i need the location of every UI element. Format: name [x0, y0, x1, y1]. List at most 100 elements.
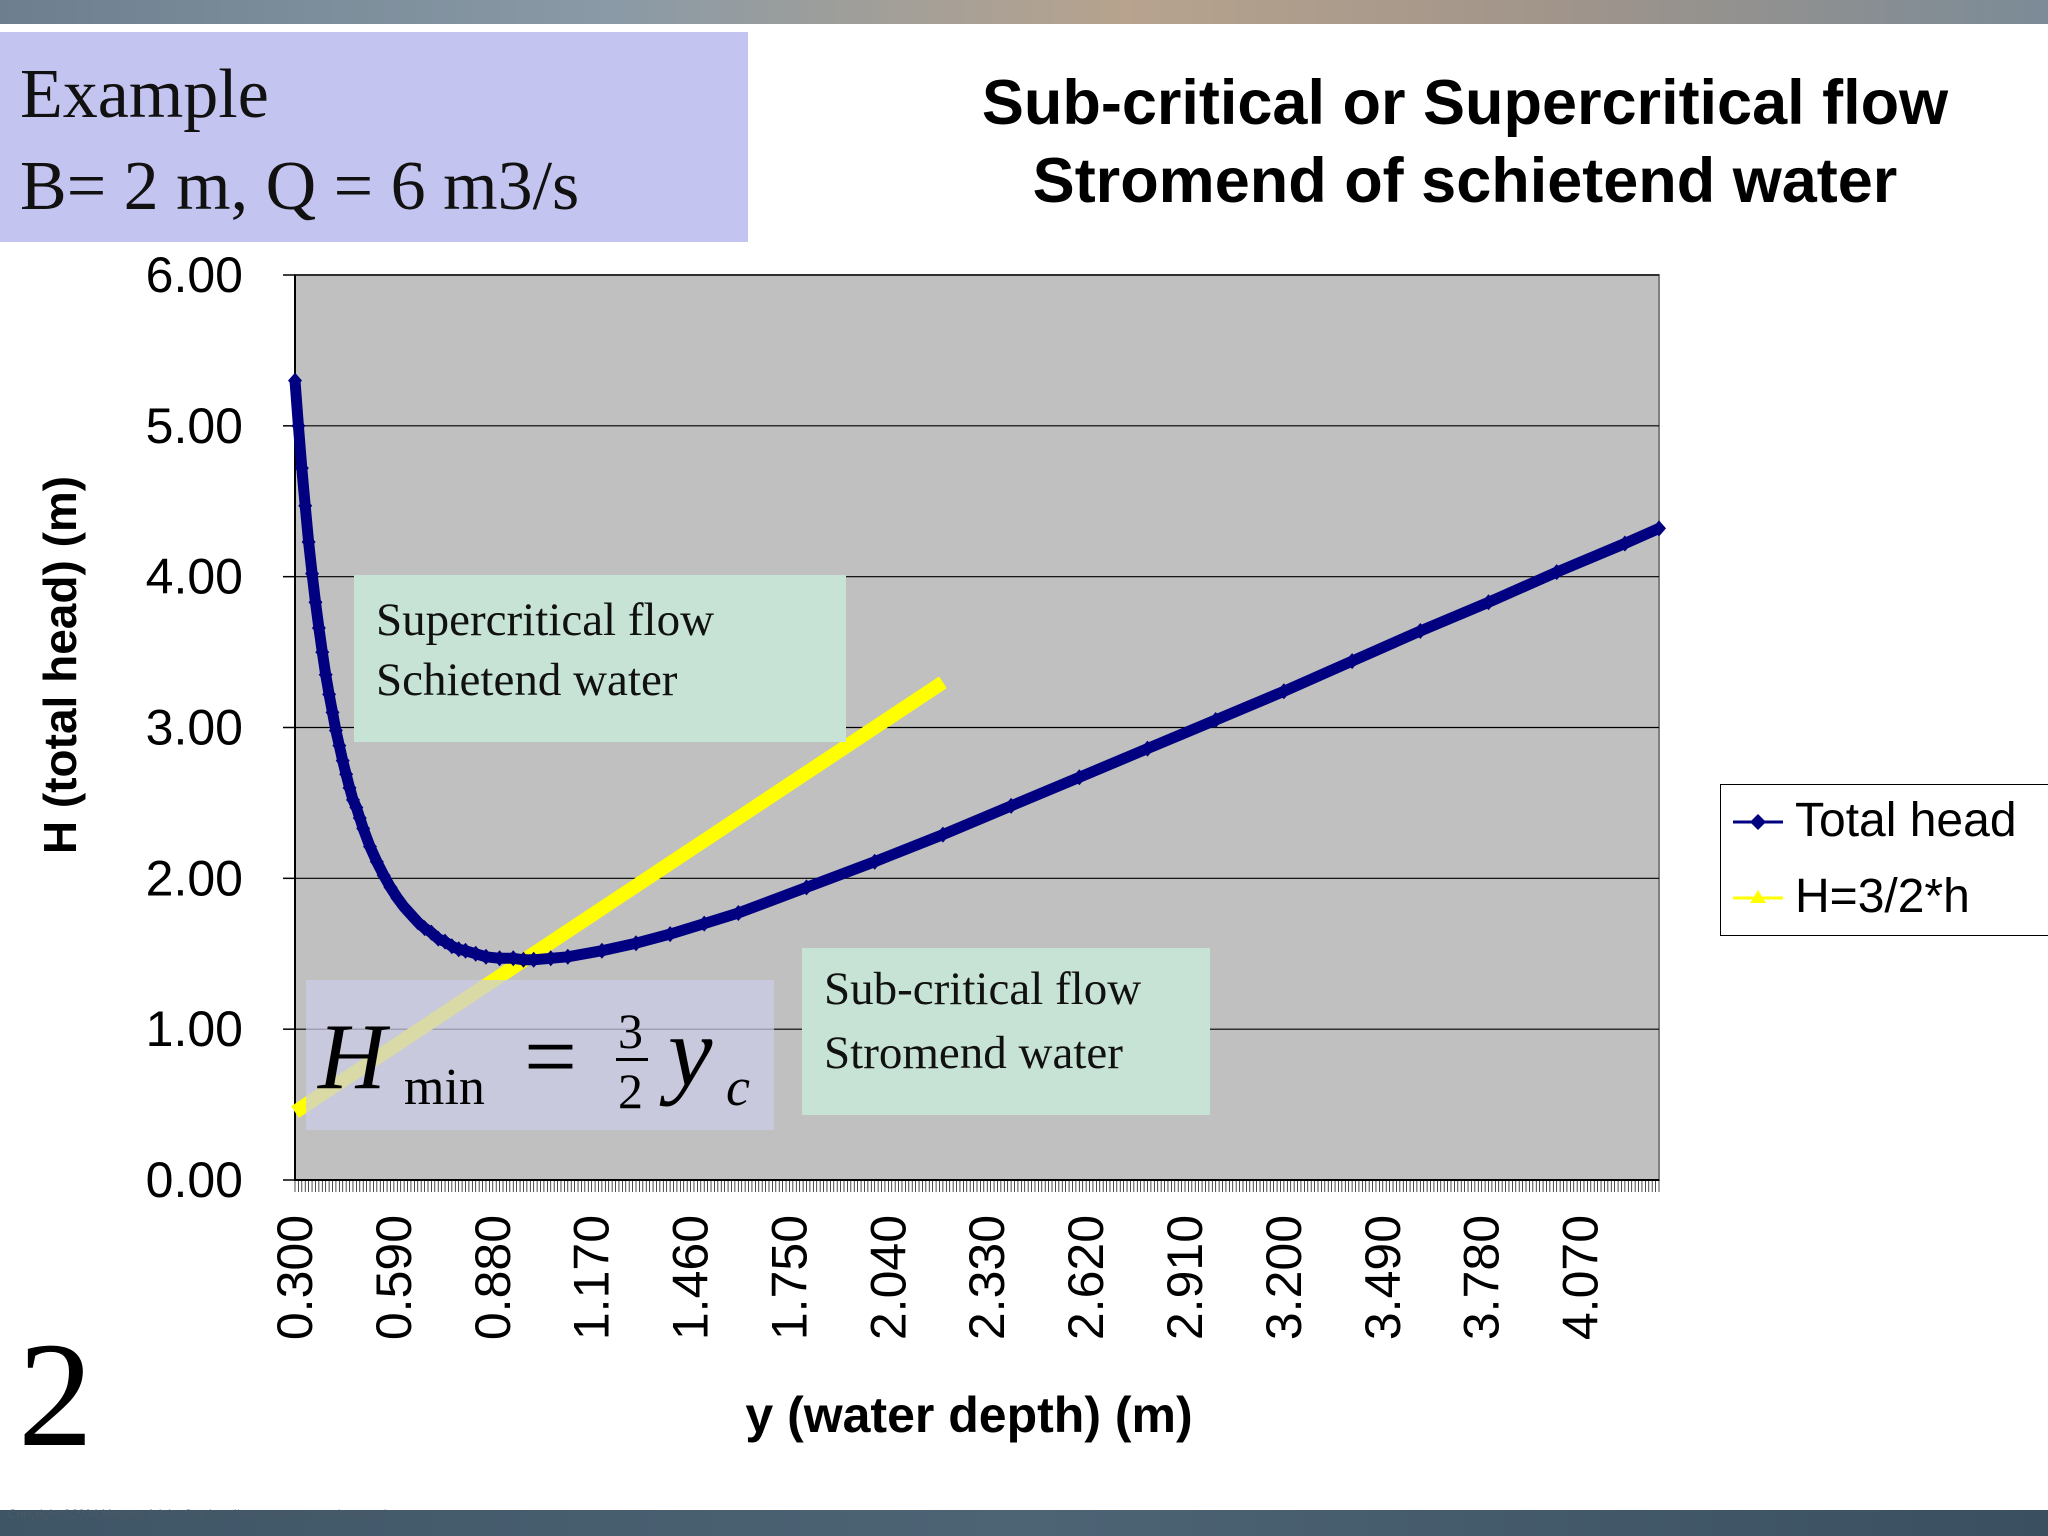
total-head-point — [322, 686, 337, 703]
x-tick-label: 3.780 — [1454, 1215, 1510, 1340]
total-head-point — [629, 935, 643, 952]
x-tick-label: 2.330 — [959, 1215, 1015, 1340]
total-head-point — [311, 619, 326, 636]
total-head-point — [332, 737, 347, 754]
total-head-point — [390, 889, 405, 906]
slide-number: 2 — [18, 1312, 93, 1478]
total-head-point — [325, 704, 340, 721]
copyright-notice: Copyright ©2004 Mayang Adnin. See http:/… — [8, 1507, 386, 1521]
supercritical-annotation: Supercritical flow Schietend water — [354, 575, 846, 742]
x-tick-label: 4.070 — [1553, 1215, 1609, 1340]
total-head-point — [663, 926, 678, 943]
total-head-point — [1549, 564, 1564, 581]
total-head-point — [468, 945, 483, 962]
subcritical-label: Sub-critical flow — [824, 963, 1142, 1015]
chart-legend: Total head H=3/2*h — [1720, 784, 2048, 936]
bottom-texture-strip — [0, 1510, 2048, 1536]
total-head-point — [335, 752, 350, 769]
formula-numerator: 3 — [618, 1003, 643, 1059]
legend-hmin-label: H=3/2*h — [1795, 870, 1970, 923]
total-head-point — [328, 722, 343, 739]
legend-markers — [1733, 814, 1783, 903]
total-head-point — [1072, 769, 1087, 786]
y-tick-label: 6.00 — [146, 247, 243, 303]
total-head-point — [288, 372, 302, 389]
total-head-point — [356, 820, 371, 837]
slide-title-line2: Stromend of schietend water — [1032, 146, 1898, 216]
x-tick-label: 3.200 — [1256, 1215, 1312, 1340]
total-head-point — [308, 594, 323, 611]
slide-title-line1: Sub-critical or Supercritical flow — [981, 68, 1949, 138]
y-tick-label: 1.00 — [146, 1001, 243, 1057]
x-tick-label: 0.590 — [366, 1215, 422, 1340]
x-tick-label: 3.490 — [1355, 1215, 1411, 1340]
total-head-point — [369, 853, 384, 870]
total-head-point — [363, 838, 378, 855]
total-head-point — [376, 867, 391, 884]
total-head-point — [594, 942, 609, 959]
total-head-point — [731, 905, 746, 922]
total-head-point — [506, 950, 521, 967]
total-head-point — [339, 766, 354, 783]
total-head-point — [291, 417, 306, 434]
total-head-point — [1617, 535, 1632, 552]
formula-denominator: 2 — [618, 1063, 643, 1119]
y-tick-label: 0.00 — [146, 1152, 243, 1208]
total-head-point — [867, 853, 882, 870]
legend-hmin-marker — [1750, 890, 1766, 903]
total-head-point — [697, 915, 712, 932]
y-tick-label: 5.00 — [146, 398, 243, 454]
total-head-point — [315, 644, 330, 661]
total-head-point — [301, 533, 316, 550]
total-head-point — [458, 942, 473, 959]
total-head-point — [560, 948, 575, 965]
example-parameters: B= 2 m, Q = 6 m3/s — [20, 148, 580, 225]
total-head-point — [318, 666, 333, 683]
x-tick-label: 1.170 — [564, 1215, 620, 1340]
total-head-point — [526, 951, 541, 968]
x-tick-label: 2.040 — [860, 1215, 916, 1340]
hmin-formula: H min = 3 2 y c — [306, 980, 774, 1130]
total-head-point — [935, 826, 950, 843]
subcritical-label-dutch: Stromend water — [824, 1027, 1123, 1079]
total-head-point — [799, 879, 814, 896]
total-head-point — [1481, 594, 1496, 611]
total-head-point — [294, 460, 309, 477]
y-axis-label: H (total head) (m) — [34, 476, 86, 854]
total-head-point — [1652, 520, 1666, 537]
top-texture-strip — [0, 0, 2048, 24]
example-heading: Example — [20, 56, 269, 133]
y-tick-label: 4.00 — [146, 549, 243, 605]
subcritical-annotation: Sub-critical flow Stromend water — [802, 948, 1210, 1115]
total-head-point — [1208, 711, 1223, 728]
total-head-point — [298, 497, 313, 514]
y-tick-label: 2.00 — [146, 850, 243, 906]
legend-total-head-label: Total head — [1795, 794, 2017, 847]
formula-H: H — [318, 1005, 386, 1109]
x-tick-marks — [294, 1180, 1660, 1192]
x-tick-label: 2.620 — [1058, 1215, 1114, 1340]
x-tick-label: 0.880 — [465, 1215, 521, 1340]
series-layer — [288, 372, 1666, 1118]
tick-labels: 0.00 1.00 2.00 3.00 4.00 5.00 6.00 0.300 0.590 0.… — [146, 247, 1609, 1340]
supercritical-label: Supercritical flow — [376, 594, 715, 646]
formula-fraction-bar — [616, 1058, 648, 1061]
total-head-point — [342, 779, 357, 796]
x-axis-label: y (water depth) (m) — [745, 1387, 1192, 1443]
total-head-point — [516, 951, 531, 968]
total-head-point — [305, 565, 320, 582]
legend-total-head-marker — [1750, 814, 1766, 830]
total-head-point — [1413, 622, 1428, 639]
x-tick-label: 2.910 — [1157, 1215, 1213, 1340]
total-head-point — [383, 879, 398, 896]
supercritical-label-dutch: Schietend water — [376, 654, 678, 706]
total-head-point — [492, 950, 507, 967]
example-box: Example B= 2 m, Q = 6 m3/s — [0, 32, 748, 242]
total-head-point — [1140, 740, 1155, 757]
formula-equals: = — [524, 1005, 578, 1109]
total-head-point — [543, 950, 558, 967]
formula-y: y — [668, 996, 713, 1107]
formula-subscript-min: min — [404, 1059, 485, 1116]
total-head-point — [1004, 797, 1019, 814]
